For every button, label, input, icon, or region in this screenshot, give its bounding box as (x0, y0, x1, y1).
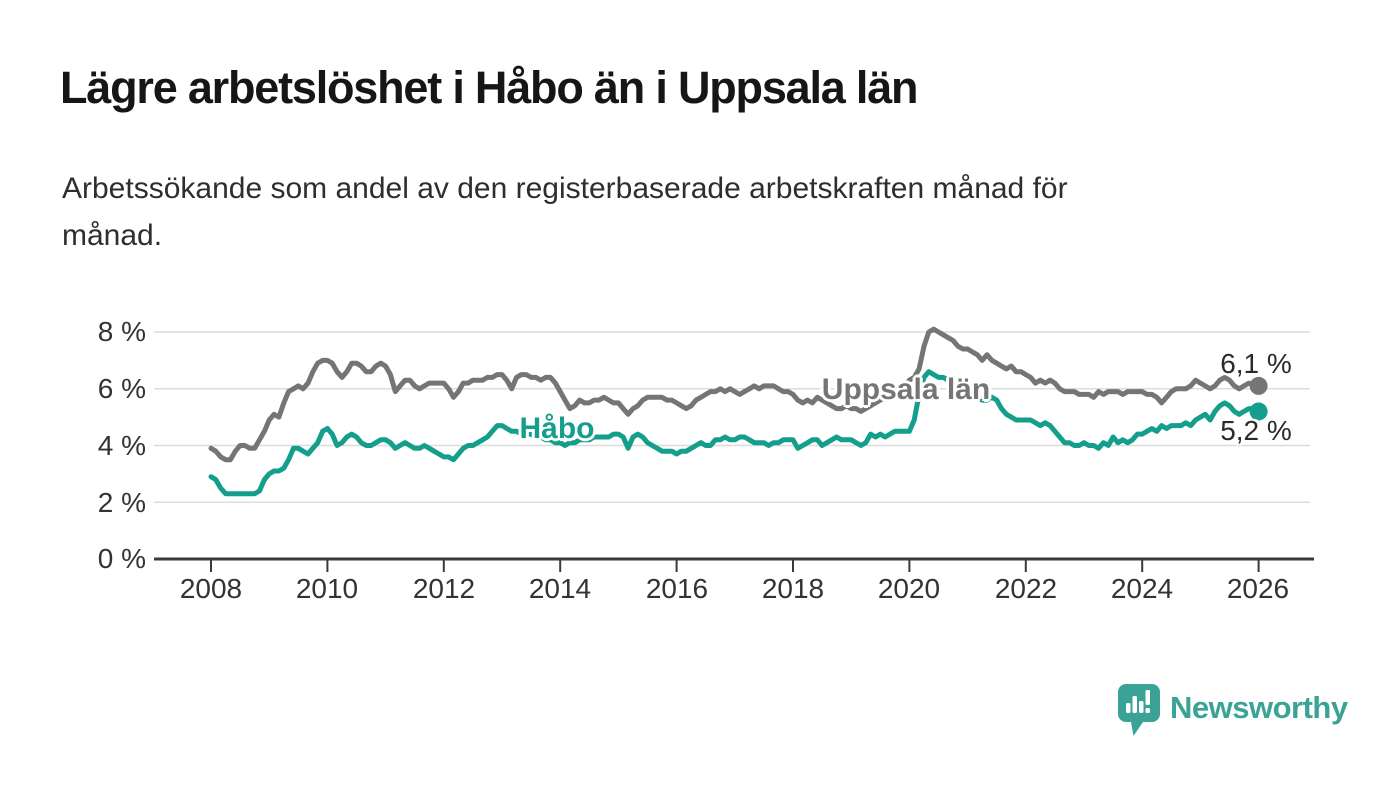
x-axis-tick-label: 2020 (877, 573, 941, 604)
series-end-dot-h-bo (1249, 402, 1268, 421)
series-label-habo: Håbo (519, 412, 595, 445)
y-axis-tick-label: 8 % (97, 316, 146, 347)
x-axis-tick-label: 2008 (179, 573, 243, 604)
speech-bubble-bar-chart-icon (1118, 684, 1160, 736)
x-axis-tick-label: 2026 (1226, 573, 1290, 604)
y-axis-tick-label: 4 % (97, 430, 146, 461)
x-axis-tick-label: 2018 (761, 573, 825, 604)
series-line-h-bo (208, 369, 1262, 497)
page-title: Lägre arbetslöshet i Håbo än i Uppsala l… (60, 62, 919, 113)
x-axis-tick-label: 2022 (994, 573, 1058, 604)
x-axis-tick-label: 2010 (295, 573, 359, 604)
series-label-uppsala-lan: Uppsala län (821, 373, 991, 406)
end-value-label-habo: 5,2 % (1220, 415, 1292, 446)
y-axis-tick-label: 0 % (97, 543, 146, 574)
x-axis-tick-label: 2024 (1110, 573, 1174, 604)
newsworthy-wordmark: Newsworthy (1170, 690, 1348, 725)
chart-subtitle: Arbetssökande som andel av den registerb… (62, 165, 1322, 259)
newsworthy-logo: Newsworthy (1118, 684, 1348, 738)
series-line-uppsala-l-n (208, 326, 1262, 463)
subtitle-line-1: Arbetssökande som andel av den registerb… (62, 172, 1068, 205)
x-axis-tick-label: 2016 (645, 573, 709, 604)
end-value-label-uppsala-lan: 6,1 % (1220, 348, 1292, 379)
y-axis-tick-label: 2 % (97, 487, 146, 518)
x-axis-tick-label: 2012 (412, 573, 476, 604)
y-axis-tick-label: 6 % (97, 373, 146, 404)
subtitle-line-2: månad. (62, 219, 163, 252)
x-axis-tick-label: 2014 (528, 573, 592, 604)
series-end-dot-uppsala-l-n (1249, 376, 1268, 395)
